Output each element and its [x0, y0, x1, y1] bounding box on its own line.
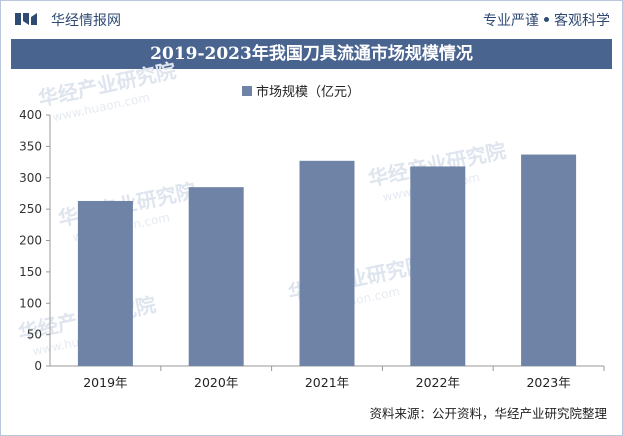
legend-swatch	[242, 86, 252, 96]
x-tick-label: 2019年	[83, 375, 127, 390]
y-tick-label: 50	[27, 328, 42, 342]
brand-name: 华经情报网	[51, 13, 121, 29]
slogan-left: 专业严谨	[483, 13, 539, 29]
x-tick-label: 2020年	[194, 375, 238, 390]
slogan-dot-icon	[544, 17, 549, 22]
top-bar: 华经情报网 专业严谨 客观科学	[1, 1, 622, 37]
bar	[410, 166, 466, 366]
legend-label: 市场规模（亿元）	[256, 84, 360, 100]
brand-logo-icon	[15, 13, 37, 25]
slogan: 专业严谨 客观科学	[483, 10, 610, 30]
legend: 市场规模（亿元）	[242, 84, 360, 100]
bar	[299, 160, 355, 366]
y-tick-label: 350	[19, 139, 42, 153]
x-tick-label: 2022年	[416, 375, 460, 390]
bar	[188, 187, 244, 366]
y-tick-label: 400	[19, 108, 42, 122]
chart-title: 2019-2023年我国刀具流通市场规模情况	[150, 44, 473, 64]
y-tick-label: 150	[19, 265, 42, 279]
bar	[77, 200, 133, 366]
y-tick-label: 100	[19, 296, 42, 310]
y-tick-label: 250	[19, 202, 42, 216]
slogan-right: 客观科学	[554, 13, 610, 29]
y-tick-label: 200	[19, 234, 42, 248]
bars-layer	[77, 154, 577, 366]
x-tick-label: 2021年	[305, 375, 349, 390]
title-bar: 2019-2023年我国刀具流通市场规模情况	[11, 39, 612, 69]
y-tick-label: 0	[34, 359, 42, 373]
y-tick-label: 300	[19, 171, 42, 185]
bar	[521, 154, 577, 366]
axis-layer: 0 50 100 150 200 250 300 350 400 2019年 2020年 2021年 2…	[19, 108, 605, 390]
x-tick-label: 2023年	[526, 375, 570, 390]
source-note: 资料来源：公开资料，华经产业研究院整理	[369, 406, 607, 421]
